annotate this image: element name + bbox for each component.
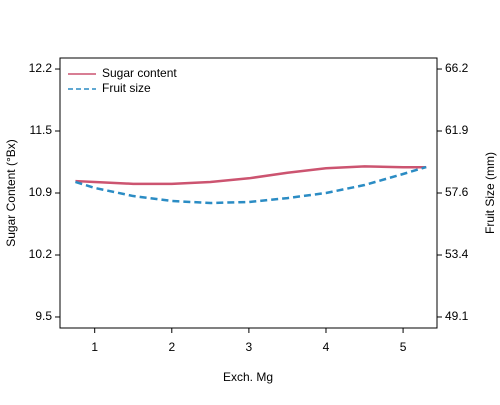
y2-axis-label: Fruit Size (mm) [483, 152, 497, 234]
series-line [75, 165, 427, 186]
y2-tick-label: 61.9 [445, 123, 469, 137]
y-tick-label: 11.5 [30, 123, 53, 137]
y-tick-label: 10.2 [29, 247, 53, 261]
x-tick-label: 5 [400, 340, 407, 354]
y-tick-label: 9.5 [35, 309, 52, 323]
plot-frame [59, 57, 438, 329]
y-tick-label: 12.2 [29, 61, 53, 75]
y2-tick-label: 66.2 [445, 61, 469, 75]
y2-tick-label: 49.1 [445, 309, 469, 323]
x-tick-label: 1 [91, 340, 98, 354]
legend-label: Sugar content [102, 66, 177, 80]
y-axis-label: Sugar Content (°Bx) [4, 139, 18, 247]
y2-tick-label: 57.6 [445, 185, 469, 199]
x-tick-label: 3 [246, 340, 253, 354]
x-tick-label: 4 [323, 340, 330, 354]
y-tick-label: 10.9 [29, 185, 53, 199]
y2-tick-label: 53.4 [445, 247, 469, 261]
x-axis-label: Exch. Mg [223, 370, 273, 384]
legend-label: Fruit size [102, 81, 151, 95]
x-tick-label: 2 [168, 340, 175, 354]
series-line [75, 165, 427, 205]
